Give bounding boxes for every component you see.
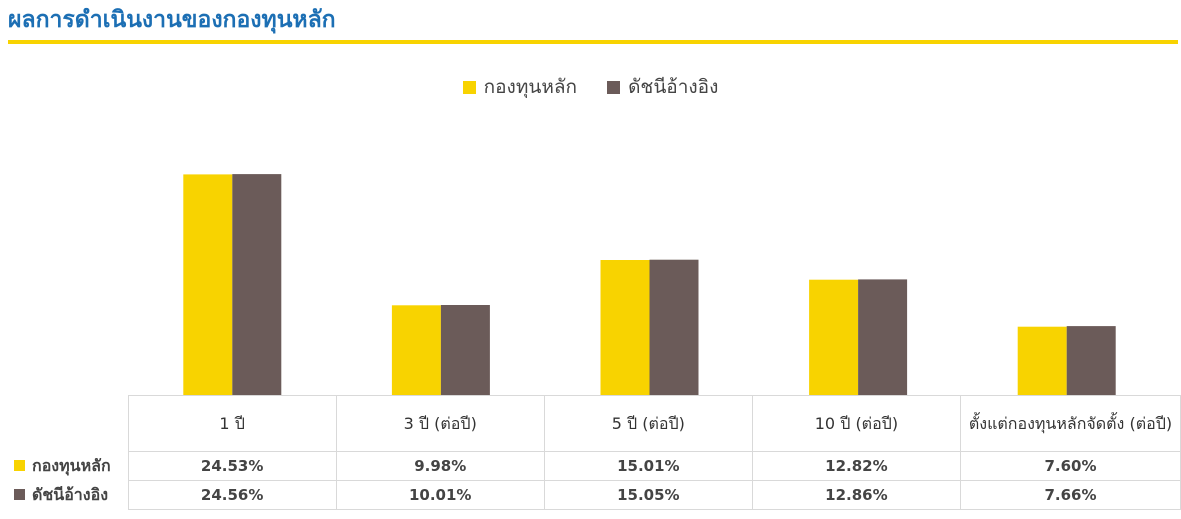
cell-fund-1y: 24.53% xyxy=(127,451,337,481)
col-header-1y: 1 ปี xyxy=(127,395,337,452)
row-label-text-fund: กองทุนหลัก xyxy=(32,455,111,475)
legend-swatch-fund xyxy=(462,81,476,94)
table-row-fund: กองทุนหลัก 24.53% 9.98% 15.01% 12.82% 7.… xyxy=(8,451,1181,481)
cell-benchmark-10y: 12.86% xyxy=(751,480,961,510)
bar-benchmark-2 xyxy=(649,259,699,395)
col-header-10y: 10 ปี (ต่อปี) xyxy=(751,395,961,452)
cell-benchmark-1y: 24.56% xyxy=(127,480,337,510)
cell-fund-inception: 7.60% xyxy=(959,451,1181,481)
row-label-benchmark: ดัชนีอ้างอิง xyxy=(8,481,128,510)
table-row-benchmark: ดัชนีอ้างอิง 24.56% 10.01% 15.05% 12.86%… xyxy=(8,480,1181,510)
bar-chart xyxy=(183,174,1116,395)
data-table: 1 ปี 3 ปี (ต่อปี) 5 ปี (ต่อปี) 10 ปี (ต่… xyxy=(8,395,1181,510)
bar-fund-4 xyxy=(1017,326,1067,395)
chart-legend: กองทุนหลัก ดัชนีอ้างอิง xyxy=(0,72,1181,102)
legend-label-fund: กองทุนหลัก xyxy=(483,76,578,98)
cell-benchmark-3y: 10.01% xyxy=(335,480,545,510)
bar-benchmark-1 xyxy=(440,305,490,395)
col-header-5y: 5 ปี (ต่อปี) xyxy=(543,395,753,452)
table-corner xyxy=(8,396,128,452)
legend-label-benchmark: ดัชนีอ้างอิง xyxy=(628,76,719,98)
bar-fund-2 xyxy=(600,260,650,395)
cell-benchmark-5y: 15.05% xyxy=(543,480,753,510)
bar-fund-1 xyxy=(391,305,441,395)
bar-fund-0 xyxy=(183,174,233,395)
title-underline xyxy=(8,40,1178,44)
legend-swatch-benchmark xyxy=(607,81,621,94)
row-label-fund: กองทุนหลัก xyxy=(8,452,128,481)
cell-fund-3y: 9.98% xyxy=(335,451,545,481)
cell-fund-5y: 15.01% xyxy=(543,451,753,481)
cell-benchmark-inception: 7.66% xyxy=(959,480,1181,510)
legend-item-fund: กองทุนหลัก xyxy=(462,72,578,102)
bar-benchmark-4 xyxy=(1066,326,1116,395)
bar-benchmark-3 xyxy=(858,279,908,395)
row-swatch-fund xyxy=(14,459,25,471)
bar-fund-3 xyxy=(809,279,859,395)
page-title: ผลการดำเนินงานของกองทุนหลัก xyxy=(8,7,336,33)
legend-item-benchmark: ดัชนีอ้างอิง xyxy=(607,72,718,102)
cell-fund-10y: 12.82% xyxy=(751,451,961,481)
col-header-inception: ตั้งแต่กองทุนหลักจัดตั้ง (ต่อปี) xyxy=(959,395,1181,452)
row-label-text-benchmark: ดัชนีอ้างอิง xyxy=(32,484,109,504)
bar-benchmark-0 xyxy=(232,174,282,395)
chart-bars xyxy=(183,174,1116,395)
col-header-3y: 3 ปี (ต่อปี) xyxy=(335,395,545,452)
row-swatch-benchmark xyxy=(14,488,25,500)
